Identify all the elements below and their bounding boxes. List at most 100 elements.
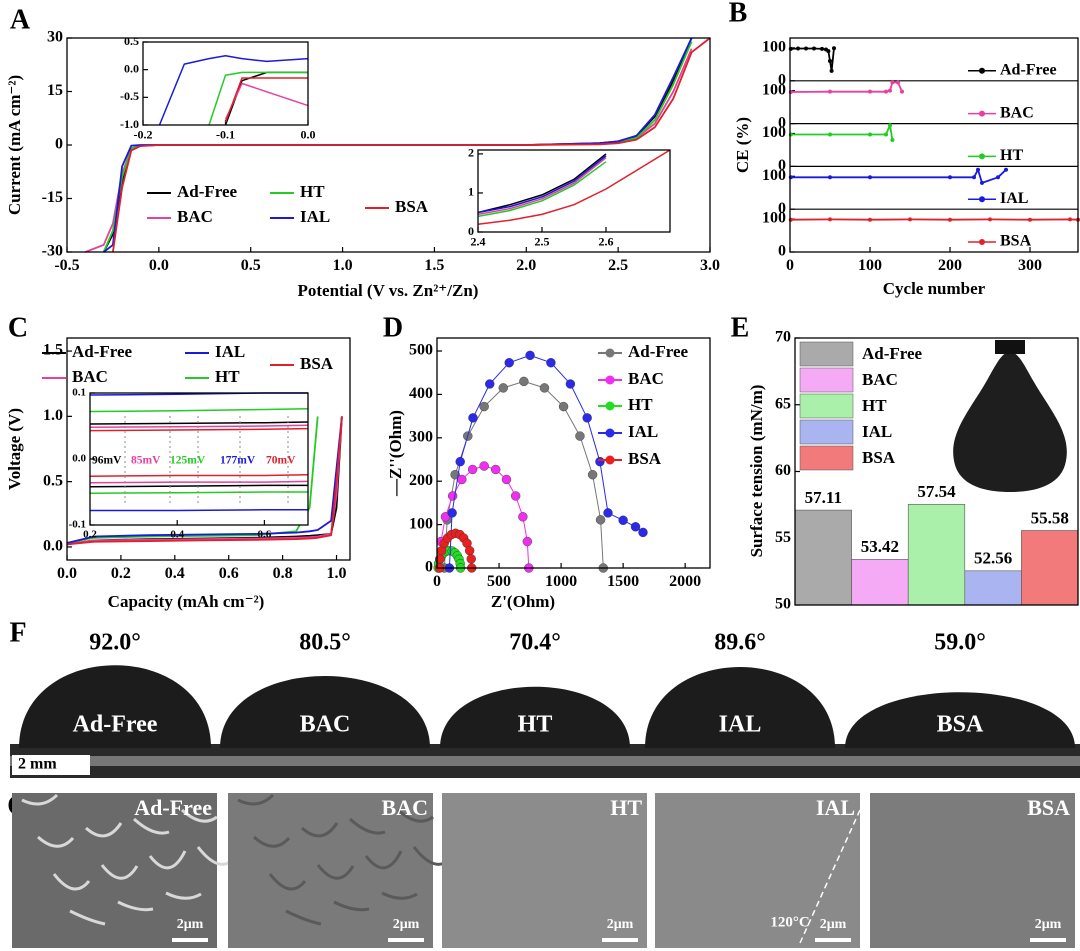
sem-sample-label: Ad-Free bbox=[134, 795, 212, 820]
legend-label: BAC bbox=[628, 369, 664, 388]
legend-label: BSA bbox=[862, 448, 896, 467]
data-point bbox=[595, 515, 606, 525]
droplet-top bbox=[995, 340, 1025, 354]
data-point bbox=[638, 527, 648, 538]
inset-background bbox=[90, 393, 308, 525]
x-tick-label: 0.0 bbox=[149, 257, 169, 274]
data-point bbox=[466, 554, 476, 564]
legend-label: HT bbox=[628, 395, 653, 414]
value-label: 57.11 bbox=[805, 488, 842, 507]
legend-label: HT bbox=[300, 182, 325, 201]
sem-texture bbox=[237, 793, 275, 806]
contact-angle-label: 80.5° bbox=[299, 630, 351, 656]
data-point bbox=[468, 413, 478, 423]
droplet bbox=[220, 676, 430, 748]
line bbox=[477, 153, 607, 214]
line bbox=[112, 37, 711, 253]
sem-image bbox=[870, 793, 1075, 948]
y-tick-label: 1.5 bbox=[43, 342, 63, 359]
data-point bbox=[501, 474, 512, 485]
y-tick-label: 2 bbox=[468, 146, 474, 160]
y-tick-label: 0.5 bbox=[124, 34, 139, 48]
data-point bbox=[447, 508, 457, 518]
data-point bbox=[490, 464, 501, 475]
sem-sample-label: IAL bbox=[816, 795, 855, 820]
legend-label: HT bbox=[215, 367, 240, 386]
y-tick-label: 200 bbox=[409, 472, 433, 489]
legend-label: Ad-Free bbox=[862, 344, 923, 363]
chart-panel: 2.4 2.5 2.6 0 1 2 bbox=[468, 146, 671, 249]
data-point bbox=[575, 431, 585, 441]
data-point bbox=[447, 491, 458, 501]
line bbox=[89, 427, 309, 432]
droplet bbox=[645, 667, 835, 748]
y-tick-label: 0 bbox=[425, 559, 433, 576]
line bbox=[66, 416, 343, 544]
y-tick-label: -30 bbox=[42, 243, 63, 260]
sem-texture bbox=[300, 822, 339, 838]
annotation: 96mV bbox=[92, 455, 122, 467]
x-tick-label: 0.8 bbox=[273, 565, 293, 582]
x-axis-label: Capacity (mAh cm⁻²) bbox=[108, 592, 265, 611]
panel-label: C bbox=[8, 312, 28, 343]
scale-bar-label: 2μm bbox=[1035, 917, 1062, 932]
droplet bbox=[19, 665, 211, 748]
sem-image bbox=[655, 793, 860, 948]
line bbox=[89, 484, 308, 488]
droplet bbox=[845, 692, 1075, 748]
data-point bbox=[464, 545, 475, 556]
x-tick-label: 0.6 bbox=[258, 528, 272, 540]
x-tick-label: -0.5 bbox=[54, 257, 79, 274]
x-tick-label: 0.5 bbox=[241, 257, 261, 274]
line bbox=[790, 168, 1007, 184]
y-tick-label: 0.0 bbox=[124, 61, 139, 75]
x-tick-label: 1500 bbox=[607, 573, 639, 590]
y-tick-label: 50 bbox=[775, 596, 791, 613]
scale-bar bbox=[602, 938, 638, 942]
legend-label: IAL bbox=[628, 422, 658, 441]
legend-marker bbox=[605, 455, 615, 465]
chart-panel: -0.2 -0.1 0.0 -1.0 -0.5 0.0 0.5 bbox=[120, 34, 316, 142]
legend-label: Ad-Free bbox=[628, 342, 689, 361]
x-tick-label: 100 bbox=[858, 257, 882, 274]
legend-swatch bbox=[799, 367, 854, 393]
y-tick-label: 1.0 bbox=[43, 407, 63, 424]
data-point bbox=[618, 515, 628, 525]
bar bbox=[794, 509, 852, 606]
plot-frame bbox=[789, 37, 1079, 253]
x-tick-label: 0.0 bbox=[57, 565, 77, 582]
bar bbox=[1021, 530, 1079, 606]
y-tick-label: 100 bbox=[762, 124, 786, 141]
y-tick-label: 100 bbox=[762, 81, 786, 98]
plot-frame bbox=[436, 337, 711, 569]
chart-panel: 0 500 1000 1500 2000 0 100 200 300 400 500 Z'(Ohm) —… bbox=[386, 337, 711, 611]
x-tick-label: 0.2 bbox=[111, 565, 131, 582]
y-tick-label: 300 bbox=[409, 428, 433, 445]
line bbox=[90, 509, 308, 512]
sem-texture bbox=[148, 850, 187, 870]
line bbox=[89, 421, 309, 425]
scale-bar bbox=[815, 938, 851, 942]
legend-marker bbox=[979, 67, 985, 74]
sem-texture bbox=[252, 835, 291, 848]
plot-frame bbox=[794, 337, 1079, 606]
x-tick-label: 2.6 bbox=[599, 235, 614, 249]
chart-panel: -0.5 0.0 0.5 1.0 1.5 2.0 2.5 3.0 -30 -15 0 15 30 Pote… bbox=[5, 29, 720, 300]
panel-label: D bbox=[383, 312, 403, 343]
sem-texture bbox=[333, 900, 370, 912]
legend-marker bbox=[979, 239, 985, 245]
grain-boundary bbox=[799, 809, 861, 944]
legend-label: HT bbox=[862, 396, 887, 415]
legend-label: Ad-Free bbox=[177, 182, 238, 201]
sem-texture bbox=[84, 822, 123, 838]
sem-sample-label: BSA bbox=[1027, 795, 1070, 820]
legend-label: IAL bbox=[862, 422, 892, 441]
y-tick-label: 100 bbox=[409, 515, 433, 532]
annotation: 125mV bbox=[170, 455, 206, 467]
line bbox=[89, 424, 309, 429]
y-tick-label: 0 bbox=[778, 200, 786, 217]
contact-angle-label: 89.6° bbox=[714, 630, 766, 656]
scale-bar bbox=[1030, 938, 1066, 942]
